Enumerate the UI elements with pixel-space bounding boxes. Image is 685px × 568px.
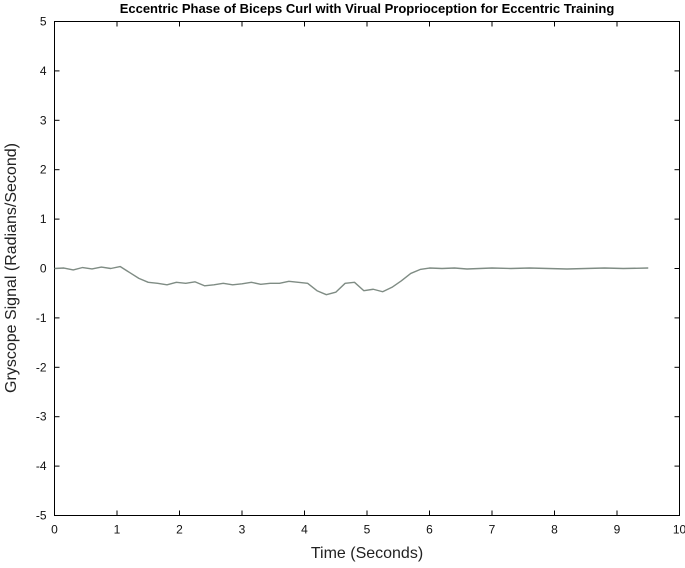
y-tick-label: 0	[40, 262, 47, 276]
y-tick-label: 4	[40, 64, 47, 78]
series-line	[54, 265, 649, 296]
x-tick-label: 1	[114, 523, 121, 537]
y-tick-label: 3	[40, 113, 47, 127]
axis-ticks: 0 1 2 3 4 5 6 7 8 9 10 -5 -4 -3 -2 -1 0 1 2 3 4 5	[36, 15, 685, 537]
y-tick-label: 1	[40, 212, 47, 226]
x-tick-label: 2	[176, 523, 183, 537]
y-axis-label: Gryscope Signal (Radians/Second)	[3, 143, 20, 393]
x-tick-label: 0	[51, 523, 58, 537]
x-tick-label: 5	[364, 523, 371, 537]
x-tick-label: 10	[673, 523, 685, 537]
x-axis-label: Time (Seconds)	[311, 545, 423, 562]
x-tick-label: 6	[426, 523, 433, 537]
x-tick-label: 7	[489, 523, 496, 537]
series-group	[54, 265, 649, 296]
x-tick-label: 9	[614, 523, 621, 537]
x-tick-label: 4	[301, 523, 308, 537]
chart-title: Eccentric Phase of Biceps Curl with Viru…	[120, 1, 615, 16]
y-tick-label: -5	[36, 509, 47, 523]
x-tick-label: 3	[239, 523, 246, 537]
y-tick-label: -1	[36, 311, 47, 325]
y-tick-label: -3	[36, 410, 47, 424]
y-tick-label: 2	[40, 163, 47, 177]
y-tick-label: -4	[36, 459, 47, 473]
x-tick-label: 8	[551, 523, 558, 537]
y-tick-label: 5	[40, 15, 47, 29]
y-tick-label: -2	[36, 360, 47, 374]
